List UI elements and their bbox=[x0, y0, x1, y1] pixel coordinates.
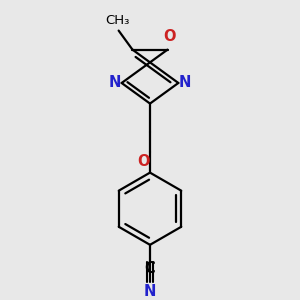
Text: O: O bbox=[163, 29, 175, 44]
Text: N: N bbox=[144, 284, 156, 299]
Text: O: O bbox=[137, 154, 149, 169]
Text: N: N bbox=[179, 75, 191, 90]
Text: C: C bbox=[145, 262, 155, 277]
Text: N: N bbox=[109, 75, 121, 90]
Text: CH₃: CH₃ bbox=[105, 14, 129, 27]
